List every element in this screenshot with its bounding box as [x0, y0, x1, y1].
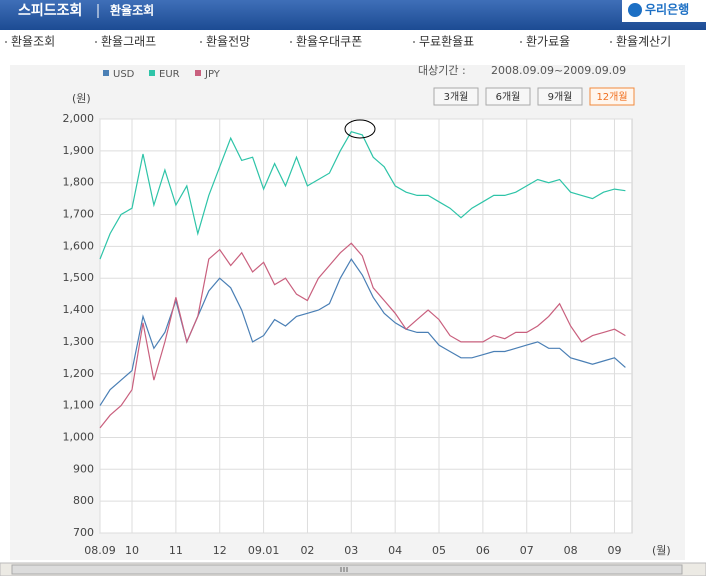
nav-item[interactable]: 무료환율표: [419, 35, 474, 49]
period-buttons: 3개월 6개월 9개월 12개월: [433, 87, 635, 106]
x-tick-label: 07: [520, 544, 534, 557]
x-tick-label: 11: [169, 544, 183, 557]
x-tick-label: 10: [125, 544, 139, 557]
legend: USD EUR JPY: [103, 69, 221, 80]
period-button-label[interactable]: 6개월: [496, 91, 521, 103]
y-tick-label: 1,100: [63, 399, 95, 412]
legend-label: USD: [113, 69, 135, 80]
y-tick-label: 1,900: [63, 144, 95, 157]
grid: 700 800 900 1,000 1,100 1,200 1,300 1,400 1,500 1…: [63, 112, 632, 557]
nav-bullet: [95, 41, 97, 43]
period-button[interactable]: [537, 87, 583, 106]
period-button[interactable]: [485, 87, 531, 106]
x-tick-label: 04: [388, 544, 402, 557]
nav-bullet: [610, 41, 612, 43]
nav-item[interactable]: 환율전망: [206, 35, 250, 49]
nav-bullet: [520, 41, 522, 43]
x-tick-label: 12: [213, 544, 227, 557]
logo-icon: [628, 3, 642, 17]
legend-swatch: [195, 70, 201, 76]
y-tick-label: 1,200: [63, 367, 95, 380]
nav: 환율조회 환율그래프 환율전망 환율우대쿠폰 무료환율표 환가료율 환율계산기: [5, 35, 671, 49]
period-button[interactable]: [433, 87, 479, 106]
x-tick-label: 05: [432, 544, 446, 557]
y-tick-label: 800: [73, 494, 94, 507]
y-tick-label: 1,000: [63, 430, 95, 443]
series-line: [99, 242, 626, 429]
y-tick-label: 1,300: [63, 335, 95, 348]
y-tick-label: 700: [73, 526, 94, 539]
period-button-label[interactable]: 12개월: [596, 91, 627, 103]
x-axis-label: (월): [652, 544, 671, 557]
series-line: [99, 130, 626, 260]
plot-area: [99, 118, 633, 534]
header-title: 스피드조회: [18, 3, 82, 19]
nav-bullet: [413, 41, 415, 43]
y-tick-label: 1,600: [63, 239, 95, 252]
nav-bullet: [5, 41, 7, 43]
y-tick-label: 1,800: [63, 176, 95, 189]
lines: [99, 130, 626, 429]
x-tick-label: 08.09: [84, 544, 116, 557]
grip: [340, 567, 348, 572]
header-bar: [0, 0, 706, 30]
nav-item[interactable]: 환율조회: [11, 35, 55, 49]
legend-swatch: [149, 70, 155, 76]
header-subtitle: 환율조회: [110, 3, 154, 18]
y-tick-label: 1,500: [63, 271, 95, 284]
period-button[interactable]: [589, 87, 635, 106]
hand-circle: [344, 119, 376, 139]
logo-box: [622, 0, 706, 22]
nav-item[interactable]: 환율우대쿠폰: [296, 35, 362, 49]
logo[interactable]: 우리은행: [645, 2, 689, 17]
legend-swatch: [103, 70, 109, 76]
x-tick-label: 02: [300, 544, 314, 557]
y-tick-label: 1,700: [63, 208, 95, 221]
y-tick-label: 2,000: [63, 112, 95, 125]
nav-item[interactable]: 환율그래프: [101, 35, 156, 49]
x-tick-label: 09.01: [248, 544, 280, 557]
legend-label: EUR: [159, 69, 180, 80]
period-label: 대상기간 :: [418, 64, 466, 77]
x-tick-label: 06: [476, 544, 490, 557]
y-tick-label: 1,400: [63, 303, 95, 316]
period-button-label[interactable]: 3개월: [444, 91, 469, 103]
nav-bullet: [290, 41, 292, 43]
period-button-label[interactable]: 9개월: [548, 91, 573, 103]
nav-item[interactable]: 환가료율: [526, 35, 570, 49]
y-tick-label: 900: [73, 462, 94, 475]
nav-item[interactable]: 환율계산기: [616, 35, 671, 49]
nav-bullet: [200, 41, 202, 43]
x-tick-label: 03: [344, 544, 358, 557]
legend-label: JPY: [204, 69, 221, 80]
x-tick-label: 08: [564, 544, 578, 557]
y-axis-label: (원): [72, 92, 91, 105]
x-tick-label: 09: [607, 544, 621, 557]
period-value: 2008.09.09~2009.09.09: [491, 64, 626, 77]
